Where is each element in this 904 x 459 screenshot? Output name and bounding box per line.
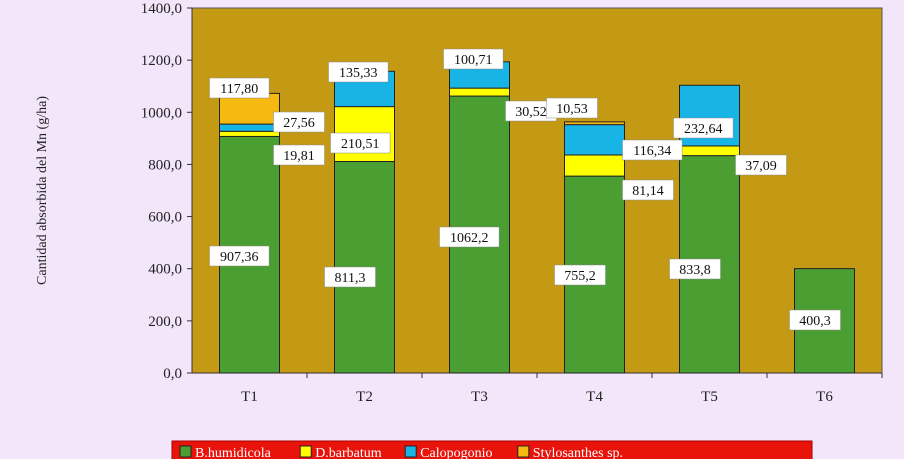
svg-text:100,71: 100,71 <box>454 53 493 68</box>
svg-text:37,09: 37,09 <box>745 159 777 174</box>
legend-item: Stylosanthes sp. <box>517 445 623 459</box>
svg-text:10,53: 10,53 <box>556 102 588 117</box>
y-tick-label: 600,0 <box>148 210 182 226</box>
svg-text:400,3: 400,3 <box>799 314 831 329</box>
legend-swatch <box>179 445 192 458</box>
y-tick-label: 0,0 <box>163 366 182 382</box>
data-label: 117,80 <box>209 77 270 99</box>
data-label: 100,71 <box>443 48 504 70</box>
bar-segment <box>219 130 280 137</box>
legend-swatch <box>404 445 417 458</box>
svg-text:117,80: 117,80 <box>220 82 258 97</box>
data-label: 116,34 <box>622 139 683 161</box>
legend-item: D.barbatum <box>299 445 382 459</box>
y-tick-label: 800,0 <box>148 157 182 173</box>
data-label: 37,09 <box>735 154 787 176</box>
x-tick-label: T2 <box>356 389 373 405</box>
svg-text:30,52: 30,52 <box>515 105 547 120</box>
data-label: 10,53 <box>546 97 598 119</box>
data-label: 27,56 <box>273 111 325 133</box>
y-tick-label: 200,0 <box>148 314 182 330</box>
legend: B.humidicola D.barbatum Calopogonio Stylosa… <box>171 440 813 459</box>
plot-area <box>191 7 883 374</box>
y-tick-label: 1000,0 <box>141 105 182 121</box>
data-label: 833,8 <box>669 258 721 280</box>
bar-segment <box>564 121 625 126</box>
svg-text:1062,2: 1062,2 <box>450 231 489 246</box>
legend-box <box>171 440 813 459</box>
data-label: 210,51 <box>330 132 391 154</box>
y-tick-label: 1200,0 <box>141 53 182 69</box>
data-label: 135,33 <box>328 61 389 83</box>
legend-swatch <box>299 445 312 458</box>
y-tick-label: 400,0 <box>148 262 182 278</box>
data-label: 232,64 <box>673 117 734 139</box>
data-label: 19,81 <box>273 144 325 166</box>
data-label: 755,2 <box>554 264 606 286</box>
data-label: 1062,2 <box>439 226 500 248</box>
svg-text:135,33: 135,33 <box>339 66 378 81</box>
svg-text:19,81: 19,81 <box>283 149 315 164</box>
data-label: 30,52 <box>505 100 557 122</box>
svg-text:27,56: 27,56 <box>283 116 315 131</box>
svg-text:81,14: 81,14 <box>632 184 664 199</box>
data-label: 400,3 <box>789 309 841 331</box>
bar-segment <box>449 87 510 97</box>
bar-segment <box>564 154 625 177</box>
bar-segment <box>564 124 625 156</box>
y-tick-label: 1400,0 <box>141 1 182 17</box>
legend-label: Calopogonio <box>420 446 492 459</box>
svg-text:811,3: 811,3 <box>335 271 366 286</box>
x-tick-label: T3 <box>471 389 488 405</box>
legend-label: B.humidicola <box>195 446 272 459</box>
legend-swatch <box>517 445 530 458</box>
svg-text:116,34: 116,34 <box>633 144 671 159</box>
svg-text:833,8: 833,8 <box>679 263 711 278</box>
y-axis-title: Cantidad absorbida del Mn (g/ha) <box>35 96 50 285</box>
bar-segment <box>219 123 280 132</box>
legend-item: B.humidicola <box>179 445 272 459</box>
legend-label: D.barbatum <box>315 446 382 459</box>
data-label: 811,3 <box>324 266 376 288</box>
data-label: 907,36 <box>209 245 270 267</box>
x-tick-label: T6 <box>816 389 833 405</box>
bar-segment <box>679 145 740 157</box>
legend-label: Stylosanthes sp. <box>533 446 623 459</box>
legend-item: Calopogonio <box>404 445 493 459</box>
svg-text:232,64: 232,64 <box>684 122 723 137</box>
data-label: 81,14 <box>622 179 674 201</box>
svg-text:755,2: 755,2 <box>564 269 596 284</box>
x-tick-label: T1 <box>241 389 258 405</box>
svg-text:210,51: 210,51 <box>341 137 380 152</box>
x-tick-label: T4 <box>586 389 603 405</box>
svg-text:907,36: 907,36 <box>220 250 259 265</box>
x-tick-label: T5 <box>701 389 718 405</box>
